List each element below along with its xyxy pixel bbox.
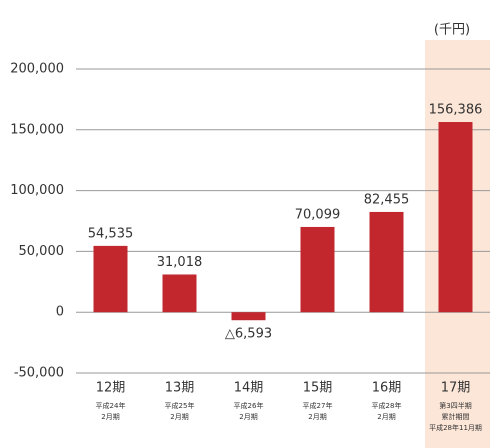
x-tick-note: 2月期 <box>239 413 257 421</box>
y-tick-label: 150,000 <box>10 122 64 137</box>
bar <box>93 245 128 313</box>
x-tick-note: 平成28年11月期 <box>429 423 482 432</box>
bar <box>438 122 473 313</box>
y-tick-label: 0 <box>56 305 64 320</box>
x-tick-note: 平成27年 <box>303 401 333 410</box>
x-tick-label: 16期 <box>372 381 402 396</box>
x-tick-note: 平成28年 <box>372 401 402 410</box>
bar <box>369 211 404 313</box>
x-tick-label: 17期 <box>441 381 471 396</box>
y-tick-label: 100,000 <box>10 183 64 198</box>
value-label: △6,593 <box>225 327 272 342</box>
x-tick-note: 2月期 <box>101 413 119 421</box>
bar <box>300 226 335 313</box>
y-tick-label: -50,000 <box>14 366 64 381</box>
y-tick-label: 200,000 <box>10 62 64 77</box>
x-tick-note: 2月期 <box>308 413 326 421</box>
value-label: 31,018 <box>157 255 203 270</box>
value-label: 82,455 <box>364 192 410 207</box>
y-tick-label: 50,000 <box>19 244 65 259</box>
x-tick-label: 14期 <box>234 381 264 396</box>
value-label: 54,535 <box>88 226 134 241</box>
bar <box>231 312 266 321</box>
x-tick-note: 平成24年 <box>96 401 126 410</box>
x-tick-label: 13期 <box>165 381 195 396</box>
unit-label: (千円) <box>434 23 470 38</box>
x-tick-note: 平成26年 <box>234 401 264 410</box>
x-tick-label: 15期 <box>303 381 333 396</box>
value-label: 70,099 <box>295 207 341 222</box>
x-tick-note: 2月期 <box>377 413 395 421</box>
bar <box>162 274 197 313</box>
x-tick-note: 累計期間 <box>442 412 470 421</box>
x-tick-note: 第3四半期 <box>439 401 471 410</box>
x-tick-note: 2月期 <box>170 413 188 421</box>
x-tick-label: 12期 <box>96 381 126 396</box>
value-label: 156,386 <box>429 103 483 118</box>
x-tick-note: 平成25年 <box>165 401 195 410</box>
